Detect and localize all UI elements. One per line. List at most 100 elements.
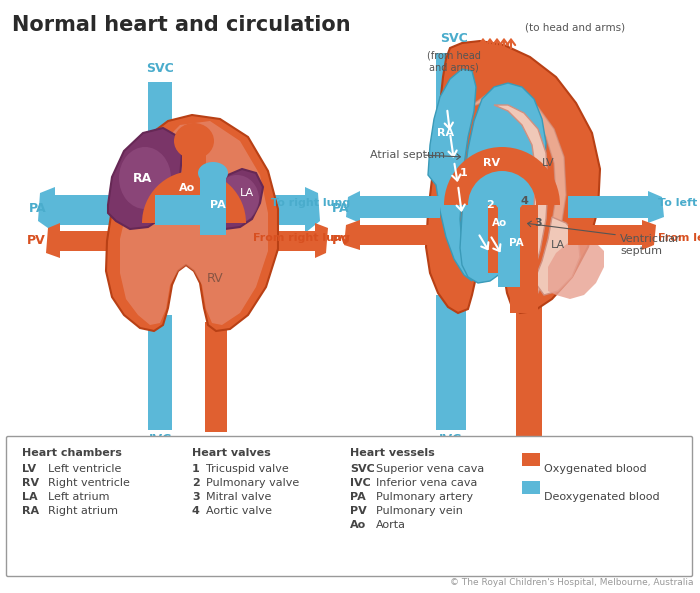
- Bar: [205, 322, 227, 432]
- Text: Left atrium: Left atrium: [48, 492, 109, 502]
- Bar: [436, 53, 466, 178]
- Bar: [488, 205, 510, 273]
- Text: Aorta: Aorta: [376, 520, 406, 530]
- Bar: [568, 196, 648, 218]
- Text: PV: PV: [350, 506, 367, 516]
- Text: Ao: Ao: [520, 435, 538, 448]
- Text: 3: 3: [534, 218, 542, 228]
- Bar: [225, 231, 315, 251]
- Text: Inferior vena cava: Inferior vena cava: [376, 478, 477, 488]
- Text: IVC: IVC: [148, 433, 172, 446]
- Bar: [436, 295, 466, 430]
- Bar: [510, 205, 538, 313]
- Text: 1: 1: [192, 464, 199, 474]
- Text: PV: PV: [332, 234, 351, 247]
- Text: (to trunk
and legs): (to trunk and legs): [506, 445, 552, 467]
- Text: (to head and arms): (to head and arms): [525, 23, 625, 33]
- Text: Right ventricle: Right ventricle: [48, 478, 130, 488]
- Polygon shape: [46, 223, 60, 258]
- Text: Ao: Ao: [206, 435, 224, 448]
- Text: Heart chambers: Heart chambers: [22, 448, 122, 458]
- Text: 3: 3: [192, 492, 199, 502]
- Text: Normal heart and circulation: Normal heart and circulation: [12, 15, 351, 35]
- Text: Mitral valve: Mitral valve: [206, 492, 272, 502]
- Text: Aortic valve: Aortic valve: [206, 506, 272, 516]
- Text: PA: PA: [210, 200, 226, 210]
- Text: PV: PV: [27, 234, 46, 247]
- Polygon shape: [534, 217, 580, 295]
- Text: Pulmonary vein: Pulmonary vein: [376, 506, 463, 516]
- Text: To right lung: To right lung: [271, 198, 350, 208]
- Text: PA: PA: [332, 202, 349, 215]
- Text: 4: 4: [520, 196, 528, 206]
- Text: RA: RA: [438, 128, 454, 138]
- Text: Pulmonary artery: Pulmonary artery: [376, 492, 473, 502]
- Polygon shape: [472, 91, 566, 295]
- Text: Ao: Ao: [350, 520, 366, 530]
- Text: Heart valves: Heart valves: [192, 448, 271, 458]
- Text: SVC: SVC: [440, 32, 468, 45]
- Text: 1: 1: [460, 168, 468, 178]
- Text: PA: PA: [350, 492, 365, 502]
- Text: SVC: SVC: [350, 464, 374, 474]
- Bar: [225, 195, 305, 225]
- Polygon shape: [305, 187, 320, 233]
- Bar: [522, 481, 540, 494]
- Polygon shape: [38, 187, 55, 233]
- Wedge shape: [142, 171, 246, 223]
- Text: Ao: Ao: [179, 183, 195, 193]
- Wedge shape: [444, 147, 560, 205]
- Text: Oxygenated blood: Oxygenated blood: [544, 464, 647, 474]
- Polygon shape: [548, 239, 604, 299]
- Text: LV: LV: [542, 158, 554, 168]
- Polygon shape: [426, 41, 600, 313]
- Ellipse shape: [174, 123, 214, 159]
- Bar: [155, 195, 205, 225]
- Bar: [60, 231, 153, 251]
- Bar: [200, 175, 226, 235]
- Text: PA: PA: [509, 238, 524, 248]
- Text: Heart vessels: Heart vessels: [350, 448, 435, 458]
- Bar: [148, 315, 172, 430]
- Text: Deoxygenated blood: Deoxygenated blood: [544, 492, 659, 502]
- Bar: [568, 225, 642, 245]
- Text: RV: RV: [22, 478, 39, 488]
- Text: Ventricular
septum: Ventricular septum: [620, 234, 680, 256]
- Polygon shape: [108, 128, 182, 229]
- Text: LA: LA: [240, 188, 254, 198]
- Polygon shape: [106, 115, 278, 331]
- Polygon shape: [346, 191, 360, 223]
- Polygon shape: [428, 69, 476, 281]
- Bar: [55, 195, 155, 225]
- Ellipse shape: [495, 190, 523, 212]
- Text: IVC: IVC: [350, 478, 371, 488]
- Ellipse shape: [198, 162, 228, 184]
- Text: Pulmonary valve: Pulmonary valve: [206, 478, 300, 488]
- Text: 2: 2: [486, 200, 494, 210]
- Polygon shape: [210, 169, 263, 229]
- Text: LV: LV: [22, 464, 36, 474]
- Text: (from head
and arms): (from head and arms): [427, 50, 481, 72]
- Text: Superior vena cava: Superior vena cava: [376, 464, 484, 474]
- Bar: [360, 196, 440, 218]
- Text: IVC: IVC: [440, 433, 463, 446]
- Bar: [360, 225, 434, 245]
- Text: Tricuspid valve: Tricuspid valve: [206, 464, 288, 474]
- Text: RA: RA: [132, 171, 152, 184]
- Text: RV: RV: [206, 272, 223, 285]
- Text: From left lung: From left lung: [658, 233, 700, 243]
- Text: (from trunk
and legs): (from trunk and legs): [424, 444, 479, 467]
- Text: 2: 2: [192, 478, 199, 488]
- Bar: [522, 453, 540, 466]
- Text: LA: LA: [551, 240, 565, 250]
- Text: SVC: SVC: [146, 62, 174, 75]
- Text: RA: RA: [22, 506, 39, 516]
- Ellipse shape: [215, 175, 259, 223]
- Text: To left lung: To left lung: [658, 198, 700, 208]
- Text: Right atrium: Right atrium: [48, 506, 118, 516]
- Text: From right lung: From right lung: [253, 233, 350, 243]
- Bar: [498, 205, 520, 287]
- Text: PA: PA: [29, 202, 46, 215]
- Text: RV: RV: [484, 158, 500, 168]
- Polygon shape: [494, 105, 548, 298]
